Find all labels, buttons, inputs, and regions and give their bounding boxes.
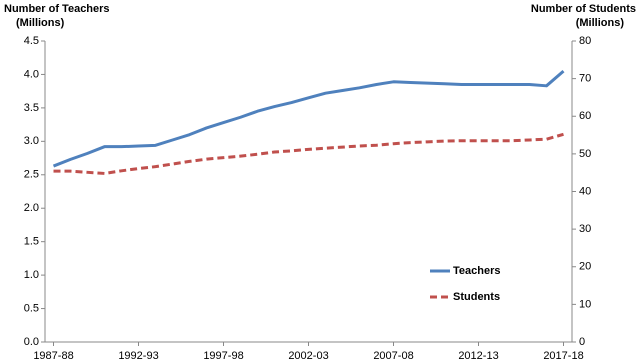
y2-tick-label: 80 [579,35,591,47]
y-axis-title: Number of Teachers [4,3,110,15]
x-tick-label: 1987-88 [33,350,73,362]
y2-tick-label: 70 [579,73,591,85]
y-tick-label: 4.5 [24,35,39,47]
y2-tick-label: 0 [579,336,585,348]
y-tick-label: 4.0 [24,68,39,80]
legend-label: Students [453,291,500,303]
y-tick-label: 1.0 [24,269,39,281]
x-tick-label: 2002-03 [288,350,328,362]
y2-tick-label: 10 [579,298,591,310]
y2-tick-label: 50 [579,148,591,160]
series-line [53,132,564,175]
y2-tick-label: 60 [579,110,591,122]
y-axis-title: (Millions) [16,17,65,29]
y-tick-label: 1.5 [24,236,39,248]
y2-axis-title: Number of Students [531,3,636,15]
y-tick-label: 0.0 [24,336,39,348]
y-tick-label: 3.0 [24,135,39,147]
y-tick-label: 2.5 [24,169,39,181]
x-tick-label: 2007-08 [373,350,413,362]
y2-axis-title: (Millions) [576,17,625,29]
legend-label: Teachers [453,265,501,277]
series-line [52,69,565,168]
x-tick-label: 1997-98 [203,350,243,362]
y2-tick-label: 40 [579,185,591,197]
y-tick-label: 3.5 [24,102,39,114]
x-tick-label: 1992-93 [118,350,158,362]
x-tick-label: 2012-13 [458,350,498,362]
y-tick-label: 0.5 [24,302,39,314]
y2-tick-label: 30 [579,223,591,235]
y-tick-label: 2.0 [24,202,39,214]
y2-tick-label: 20 [579,261,591,273]
x-tick-label: 2017-18 [543,350,583,362]
